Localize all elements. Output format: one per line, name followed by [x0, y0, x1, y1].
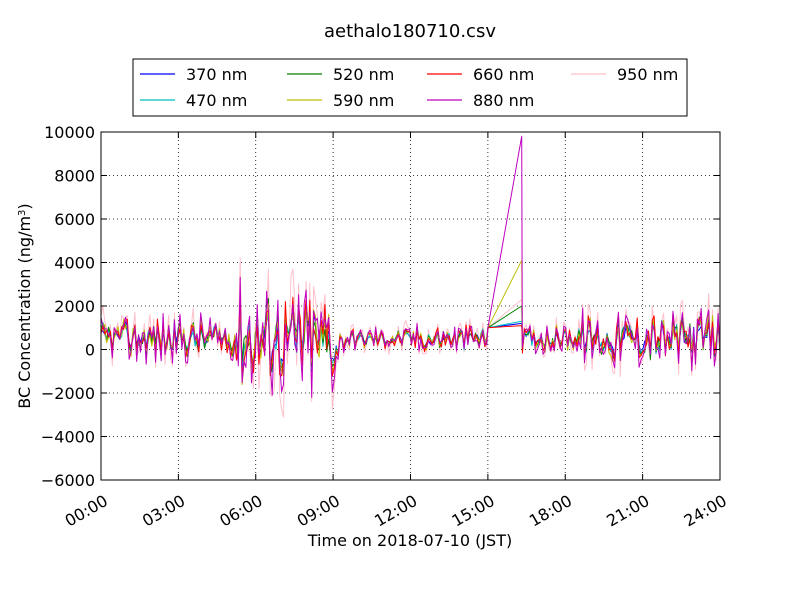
x-tick-label: 18:00 [526, 491, 575, 531]
x-tick-label: 09:00 [294, 491, 343, 531]
legend-box [132, 58, 688, 117]
legend: 370 nm 470 nm 520 nm 590 nm 660 nm 880 nm 950 … [132, 58, 688, 117]
x-tick-label: 24:00 [681, 491, 730, 531]
legend-label: 370 nm [186, 65, 247, 84]
y-axis-label: BC Concentration (ng/m3) [15, 203, 34, 408]
x-axis-label: Time on 2018-07-10 (JST) [307, 531, 512, 550]
series-lines [100, 135, 721, 418]
x-tick-label: 21:00 [603, 491, 652, 531]
y-axis-label-close: ) [15, 203, 34, 209]
legend-label: 590 nm [333, 91, 394, 110]
y-tick-label: 4000 [54, 254, 95, 273]
y-tick-label: 6000 [54, 210, 95, 229]
y-tick-label: −4000 [41, 428, 95, 447]
y-axis-label-sup: 3 [17, 210, 28, 216]
y-axis-label-main: BC Concentration (ng/m [15, 216, 34, 409]
y-tick-label: 0 [85, 341, 95, 360]
y-tick-label: −2000 [41, 384, 95, 403]
series-line-880-nm [100, 135, 721, 398]
y-tick-label: 10000 [44, 123, 95, 142]
x-tick-label: 00:00 [62, 491, 111, 531]
y-tick-label: −6000 [41, 471, 95, 490]
chart-title: aethalo180710.csv [324, 21, 496, 42]
x-tick-label: 03:00 [139, 491, 188, 531]
y-tick-label: 2000 [54, 297, 95, 316]
legend-label: 660 nm [473, 65, 534, 84]
y-tick-label: 8000 [54, 167, 95, 186]
legend-label: 950 nm [617, 65, 678, 84]
legend-label: 880 nm [473, 91, 534, 110]
x-tick-label: 12:00 [371, 491, 420, 531]
x-tick-label: 15:00 [448, 491, 497, 531]
legend-label: 520 nm [333, 65, 394, 84]
legend-label: 470 nm [186, 91, 247, 110]
x-tick-label: 06:00 [216, 491, 265, 531]
grid [101, 132, 720, 480]
